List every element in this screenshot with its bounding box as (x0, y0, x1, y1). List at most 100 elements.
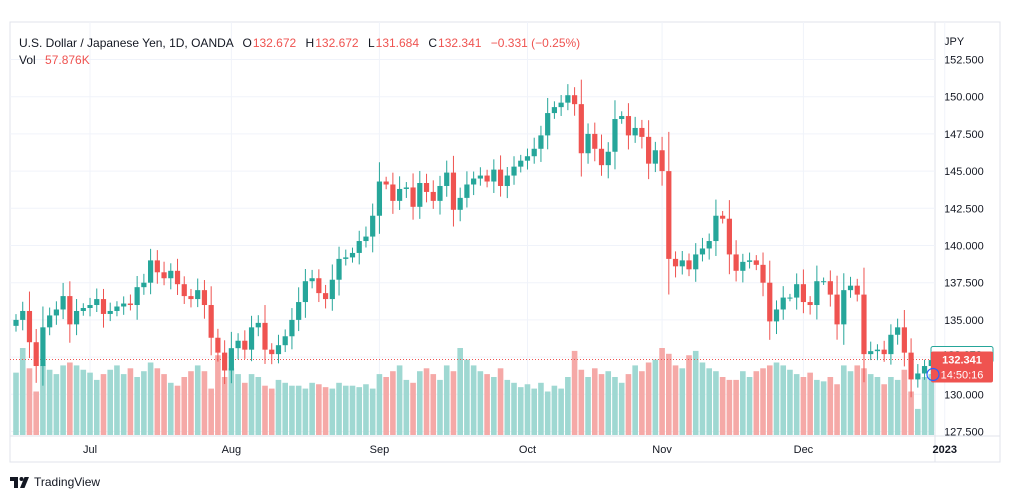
candle (127, 294, 134, 311)
volume-bar (356, 387, 363, 435)
candle (168, 263, 174, 290)
volume-bar (221, 377, 228, 435)
candle-body (343, 257, 349, 259)
volume-bar (746, 377, 753, 435)
volume-bar (867, 374, 874, 435)
volume-bar (114, 365, 120, 435)
volume-bar (511, 382, 517, 435)
volume-bar (591, 368, 598, 435)
volume-bar (834, 384, 840, 435)
candle-body (901, 327, 907, 353)
candle (821, 277, 827, 285)
candle-body (551, 107, 557, 114)
candle (921, 359, 928, 380)
candle (753, 255, 759, 271)
candle (383, 176, 389, 190)
candle (40, 306, 46, 386)
candle (558, 94, 564, 116)
candle (100, 288, 107, 328)
brand-name: TradingView (34, 475, 101, 489)
candle (814, 265, 820, 320)
candle-body (585, 133, 591, 154)
candle (444, 160, 450, 197)
candle-body (484, 175, 490, 182)
candle (632, 116, 638, 143)
volume-bar (881, 384, 887, 435)
candle (861, 267, 867, 383)
volume-bar (551, 385, 558, 435)
candle-body (921, 366, 928, 374)
candle (659, 136, 665, 186)
candle-body (289, 319, 295, 337)
candle (693, 243, 699, 282)
candle (827, 270, 833, 307)
candle-body (134, 287, 140, 306)
candle (881, 340, 887, 362)
candle-body (87, 305, 93, 308)
candle-body (329, 279, 335, 300)
volume-bar (376, 374, 383, 435)
candle-body (477, 175, 483, 179)
candle-body (518, 160, 524, 167)
volume-bar (73, 365, 80, 435)
candle-body (148, 260, 154, 283)
candle (94, 288, 100, 313)
candle-body (410, 187, 416, 207)
candle-body (841, 290, 847, 325)
volume-bar (861, 368, 867, 435)
candle-body (693, 254, 699, 270)
candle-body (121, 303, 127, 307)
volume-bar (565, 377, 571, 435)
candle-body (598, 148, 605, 166)
candle (235, 333, 241, 360)
candle-body (322, 293, 329, 300)
chart-legend: U.S. Dollar / Japanese Yen, 1D, OANDA O1… (19, 35, 580, 69)
candle-body (168, 270, 174, 279)
candle-body (511, 166, 517, 176)
volume-bar (840, 365, 847, 435)
candle-body (228, 348, 234, 371)
candle (699, 237, 706, 262)
low-label: L (367, 36, 375, 50)
volume-bar (820, 381, 827, 435)
volume-bar (26, 368, 33, 435)
volume-bar (167, 382, 174, 435)
candle (733, 240, 739, 282)
volume-bar (814, 379, 820, 435)
volume-bar (928, 374, 935, 435)
volume-bar (161, 374, 167, 435)
candle (410, 173, 416, 220)
candle-body (706, 241, 712, 249)
volume-bar (289, 385, 295, 435)
candle (874, 344, 881, 361)
last-price-tag (931, 351, 993, 383)
candle-body (235, 340, 241, 349)
volume-bar (719, 377, 726, 435)
candle-body (309, 278, 315, 282)
price-tick-label: 152.500 (944, 55, 984, 67)
candle (47, 307, 53, 336)
candle (215, 328, 221, 362)
price-tick-label: 145.000 (944, 166, 984, 178)
candle-body (888, 334, 894, 355)
volume-bar (342, 385, 349, 435)
volume-bar (679, 368, 686, 435)
volume-bar (908, 391, 914, 435)
candle-body (545, 113, 551, 136)
volume-bar (740, 371, 746, 435)
candle-body (834, 294, 840, 325)
volume-bar (80, 369, 87, 435)
candle-body (248, 327, 255, 350)
candle (531, 137, 537, 164)
volume-bar (53, 374, 60, 435)
candle-body (538, 135, 544, 149)
candle-body (370, 215, 376, 237)
footer-brand[interactable]: TradingView (10, 473, 100, 491)
candle-body (881, 349, 887, 355)
candlestick-chart[interactable]: 127.500130.000132.500135.000137.500140.0… (0, 0, 1012, 466)
candle (255, 315, 261, 337)
chart-frame[interactable]: 127.500130.000132.500135.000137.500140.0… (0, 0, 1012, 466)
volume-bar (33, 391, 39, 435)
candle (390, 172, 396, 214)
price-tick-label: 142.500 (944, 203, 984, 215)
